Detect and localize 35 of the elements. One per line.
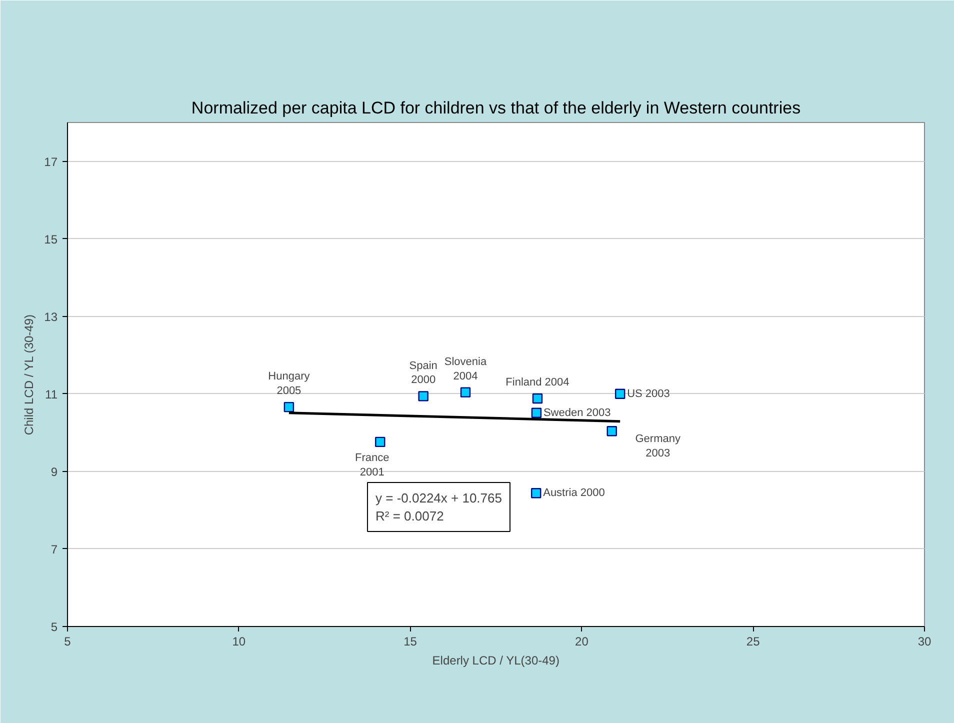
x-tick-label: 5	[64, 634, 72, 648]
y-tick-label: 17	[44, 154, 58, 169]
point	[418, 391, 428, 402]
point	[460, 387, 471, 398]
point	[375, 436, 386, 448]
x-tick-label: 30	[918, 634, 932, 648]
point	[606, 426, 617, 436]
y-tick-label: 9	[50, 464, 58, 479]
annotation: Finland 2004	[506, 376, 570, 389]
y-axis-title: Child LCD / YL (30-49)	[22, 314, 36, 436]
x-axis-title: Elderly LCD / YL(30-49)	[432, 654, 560, 668]
point	[532, 393, 543, 404]
annotation: Spain 2000	[409, 360, 438, 386]
annotation: France 2001	[355, 452, 390, 478]
y-tick-label: 13	[44, 310, 58, 324]
y-tick-label: 5	[50, 620, 58, 634]
x-tick-label: 15	[404, 634, 418, 648]
point	[284, 402, 294, 412]
x-tick-label: 10	[232, 634, 246, 648]
x-tick-label: 25	[746, 634, 760, 648]
annotation: Sweden 2003	[543, 406, 611, 419]
point	[614, 388, 626, 399]
annotation: Germany 2003	[635, 433, 681, 460]
x-tick-label: 20	[575, 634, 589, 648]
point	[531, 488, 542, 498]
y-tick-label: 15	[44, 232, 58, 246]
y-tick-label: 7	[50, 542, 58, 556]
y-tick-label: 11	[45, 387, 58, 402]
annotation: y = -0.0224x + 10.765 R² = 0.0072	[376, 490, 502, 524]
chart-title: Normalized per capita LCD for children vs that of the elderly in Western countries	[191, 98, 801, 118]
annotation: Austria 2000	[543, 487, 605, 500]
annotation: Hungary 2005	[268, 370, 310, 398]
annotation: US 2003	[627, 388, 670, 400]
annotation: Slovenia 2004	[444, 356, 488, 382]
point	[531, 408, 542, 418]
